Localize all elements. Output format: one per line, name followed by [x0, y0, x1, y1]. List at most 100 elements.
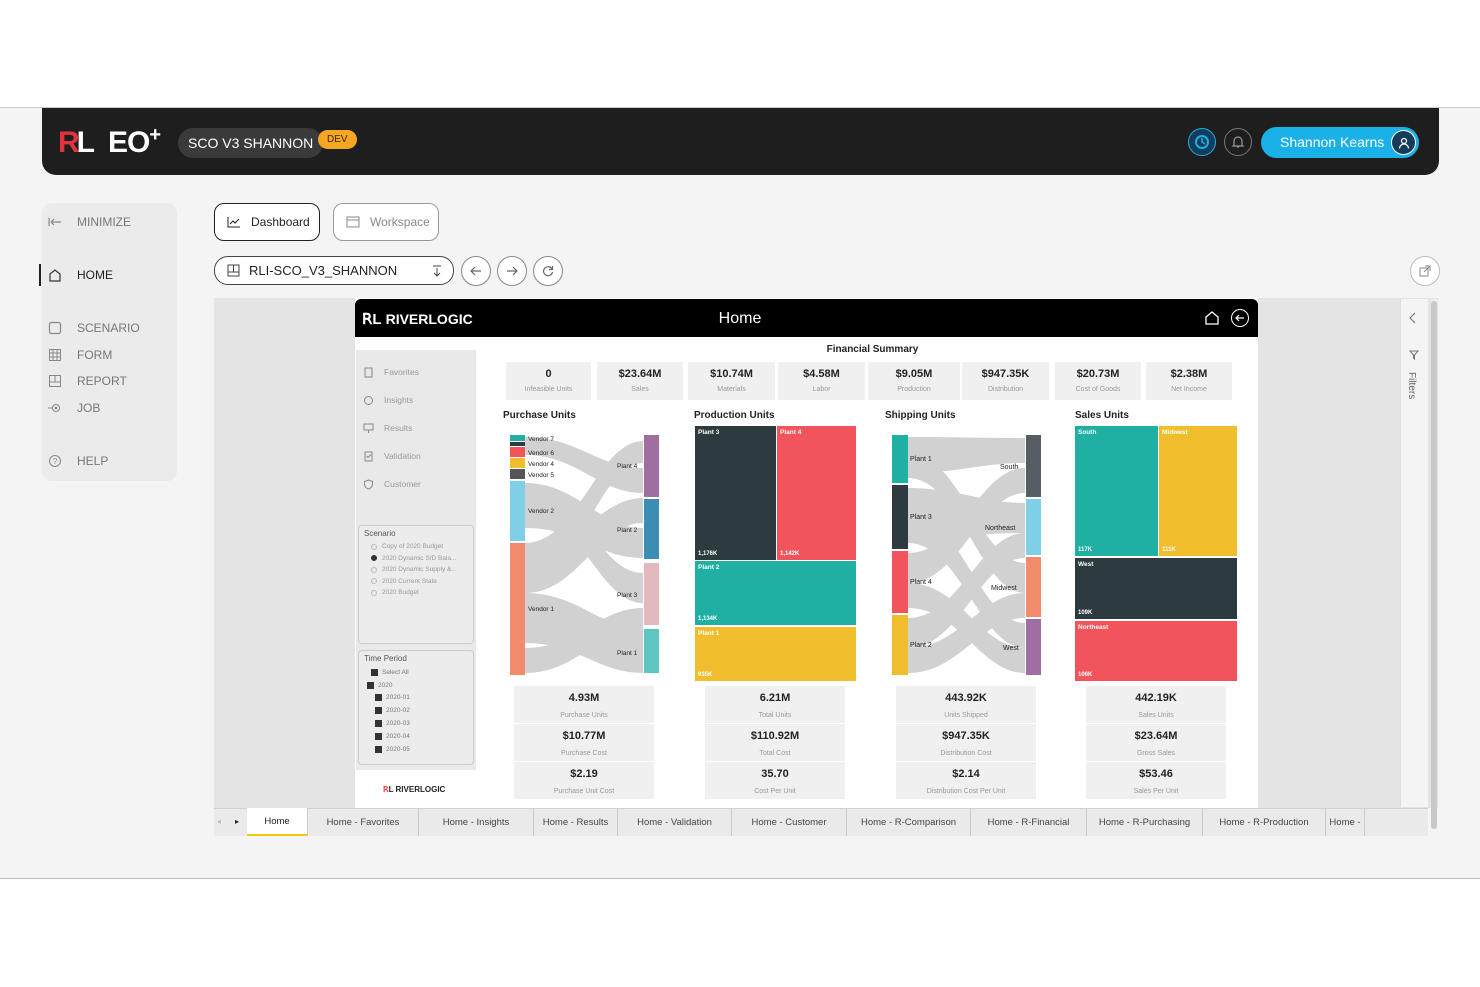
page-tab[interactable]: Home - R-Comparison — [847, 808, 971, 836]
vendor-1-node — [510, 543, 525, 675]
page-tab[interactable]: Home - Results — [534, 808, 618, 836]
filters-pane[interactable] — [1400, 299, 1428, 807]
report-back-icon[interactable] — [1231, 309, 1249, 327]
dashboard-tab[interactable]: Dashboard — [214, 203, 320, 241]
nav-report[interactable]: REPORT — [42, 370, 177, 392]
vendor-2-node — [510, 481, 525, 541]
kpi-value: $23.64M — [618, 368, 662, 380]
nav-job[interactable]: JOB — [42, 397, 177, 419]
stat-row: $2.14 Distribution Cost Per Unit — [896, 762, 1036, 800]
nav-help[interactable]: ? HELP — [42, 450, 177, 472]
project-name[interactable]: SCO V3 SHANNON — [178, 128, 324, 158]
treemap-plant-1[interactable]: Plant 1 935K — [695, 627, 856, 681]
menu-insights[interactable]: Insights — [362, 392, 413, 408]
time-period-option[interactable]: Select All — [359, 666, 473, 679]
page-tab[interactable]: Home - Favorites — [308, 808, 419, 836]
page-tab[interactable]: Home - — [1326, 808, 1365, 836]
vertical-scrollbar[interactable] — [1431, 299, 1437, 829]
env-badge: DEV — [318, 130, 357, 149]
plant-3-label: Plant 3 — [617, 592, 638, 599]
nav-form[interactable]: FORM — [42, 344, 177, 366]
help-icon: ? — [47, 454, 63, 468]
time-period-option[interactable]: 2020-03 — [359, 717, 473, 730]
treemap-northeast[interactable]: Northeast 106K — [1075, 621, 1237, 681]
bell-icon[interactable] — [1224, 128, 1252, 156]
treemap-plant-3[interactable]: Plant 3 1,176K — [695, 426, 776, 560]
user-menu-button[interactable]: Shannon Kearns — [1261, 127, 1419, 158]
treemap-west[interactable]: West 109K — [1075, 558, 1237, 619]
scenario-option[interactable]: 2020 Dynamic S/D Bala... — [359, 553, 473, 565]
activity-icon[interactable] — [1188, 128, 1216, 156]
ship-plant-4-label: Plant 4 — [910, 579, 932, 586]
svg-text:?: ? — [53, 457, 58, 466]
page-tab[interactable]: Home - Insights — [419, 808, 534, 836]
form-grid-icon — [47, 348, 63, 362]
ship-plant-3-node — [892, 485, 908, 549]
scrollbar-thumb[interactable] — [1431, 301, 1437, 829]
menu-results[interactable]: Results — [362, 420, 412, 436]
stats-panel: 442.19K Sales Units $23.64M Gross Sales $53.… — [1086, 686, 1226, 800]
stat-value: $53.46 — [1139, 768, 1173, 780]
menu-validation[interactable]: Validation — [362, 448, 421, 464]
time-period-option[interactable]: 2020-02 — [359, 704, 473, 717]
tab-scroll-left-icon[interactable]: ◂ — [217, 817, 222, 826]
plant-2-label: Plant 2 — [617, 527, 638, 534]
time-period-option[interactable]: 2020-05 — [359, 743, 473, 756]
stat-row: 35.70 Cost Per Unit — [705, 762, 845, 800]
report-selector-value: RLI-SCO_V3_SHANNON — [249, 263, 398, 278]
treemap-south[interactable]: South 117K — [1075, 426, 1158, 556]
report-header — [355, 299, 1258, 337]
treemap-plant-4[interactable]: Plant 4 1,142K — [777, 426, 856, 560]
riverlogic-logo: ꓣL RIVERLOGIC — [362, 311, 473, 328]
nav-home[interactable]: HOME — [39, 264, 177, 286]
time-period-option[interactable]: 2020-01 — [359, 692, 473, 705]
scenario-option[interactable]: 2020 Budget — [359, 587, 473, 599]
kpi-card: $4.58M Labor — [778, 362, 865, 400]
collapse-filters-icon[interactable] — [1408, 312, 1418, 324]
workspace-tab[interactable]: Workspace — [333, 203, 439, 241]
ship-plant-2-label: Plant 2 — [910, 642, 932, 649]
midwest-label: Midwest — [991, 585, 1017, 592]
vendor-7-label: Vendor 7 — [528, 436, 554, 443]
page-tab[interactable]: Home - Validation — [618, 808, 732, 836]
page-tab[interactable]: Home - R-Production — [1203, 808, 1326, 836]
time-period-option[interactable]: 2020-04 — [359, 730, 473, 743]
filters-label[interactable]: Filters — [1406, 372, 1417, 400]
ship-plant-1-label: Plant 1 — [910, 456, 932, 463]
time-period-option[interactable]: 2020 — [359, 679, 473, 692]
midwest-node — [1026, 557, 1041, 617]
checkbox-icon — [375, 745, 382, 753]
rl-logo: RL — [58, 126, 95, 159]
vendor-4-node — [510, 447, 525, 457]
report-home-icon[interactable] — [1203, 309, 1221, 327]
page-tab[interactable]: Home - Customer — [732, 808, 847, 836]
vendor-4b-node — [510, 458, 525, 468]
tab-scroll-right-icon[interactable]: ▸ — [235, 817, 240, 826]
stat-label: Units Shipped — [944, 712, 988, 719]
plant-1-label: Plant 1 — [617, 650, 638, 657]
purchase-sankey: Vendor 7 Vendor 6 Vendor 4 Vendor 5 Vend… — [510, 435, 659, 675]
page-tab[interactable]: Home - R-Purchasing — [1087, 808, 1203, 836]
scenario-option[interactable]: 2020 Current State — [359, 576, 473, 588]
scenario-option[interactable]: Copy of 2020 Budget — [359, 541, 473, 553]
nav-report-label: REPORT — [77, 374, 127, 388]
page-tab[interactable]: Home - R-Financial — [971, 808, 1087, 836]
scenario-option[interactable]: 2020 Dynamic Supply &... — [359, 564, 473, 576]
treemap-midwest[interactable]: Midwest 111K — [1159, 426, 1237, 556]
back-button[interactable] — [461, 256, 491, 286]
kpi-label: Infeasible Units — [524, 386, 573, 393]
menu-favorites[interactable]: Favorites — [362, 364, 419, 380]
nav-scenario[interactable]: SCENARIO — [42, 317, 177, 339]
checkbox-icon — [371, 668, 378, 676]
report-selector[interactable]: RLI-SCO_V3_SHANNON — [214, 256, 454, 285]
forward-button[interactable] — [497, 256, 527, 286]
kpi-label: Production — [897, 386, 931, 393]
treemap-plant-2[interactable]: Plant 2 1,134K — [695, 561, 856, 625]
nav-minimize[interactable]: MINIMIZE — [42, 211, 177, 233]
open-external-button[interactable] — [1410, 256, 1440, 286]
menu-customer[interactable]: Customer — [362, 476, 421, 492]
refresh-button[interactable] — [533, 256, 563, 286]
kpi-value: $20.73M — [1076, 368, 1120, 380]
page-tab[interactable]: Home — [247, 808, 308, 836]
vendor-4-label: Vendor 4 — [528, 461, 554, 468]
